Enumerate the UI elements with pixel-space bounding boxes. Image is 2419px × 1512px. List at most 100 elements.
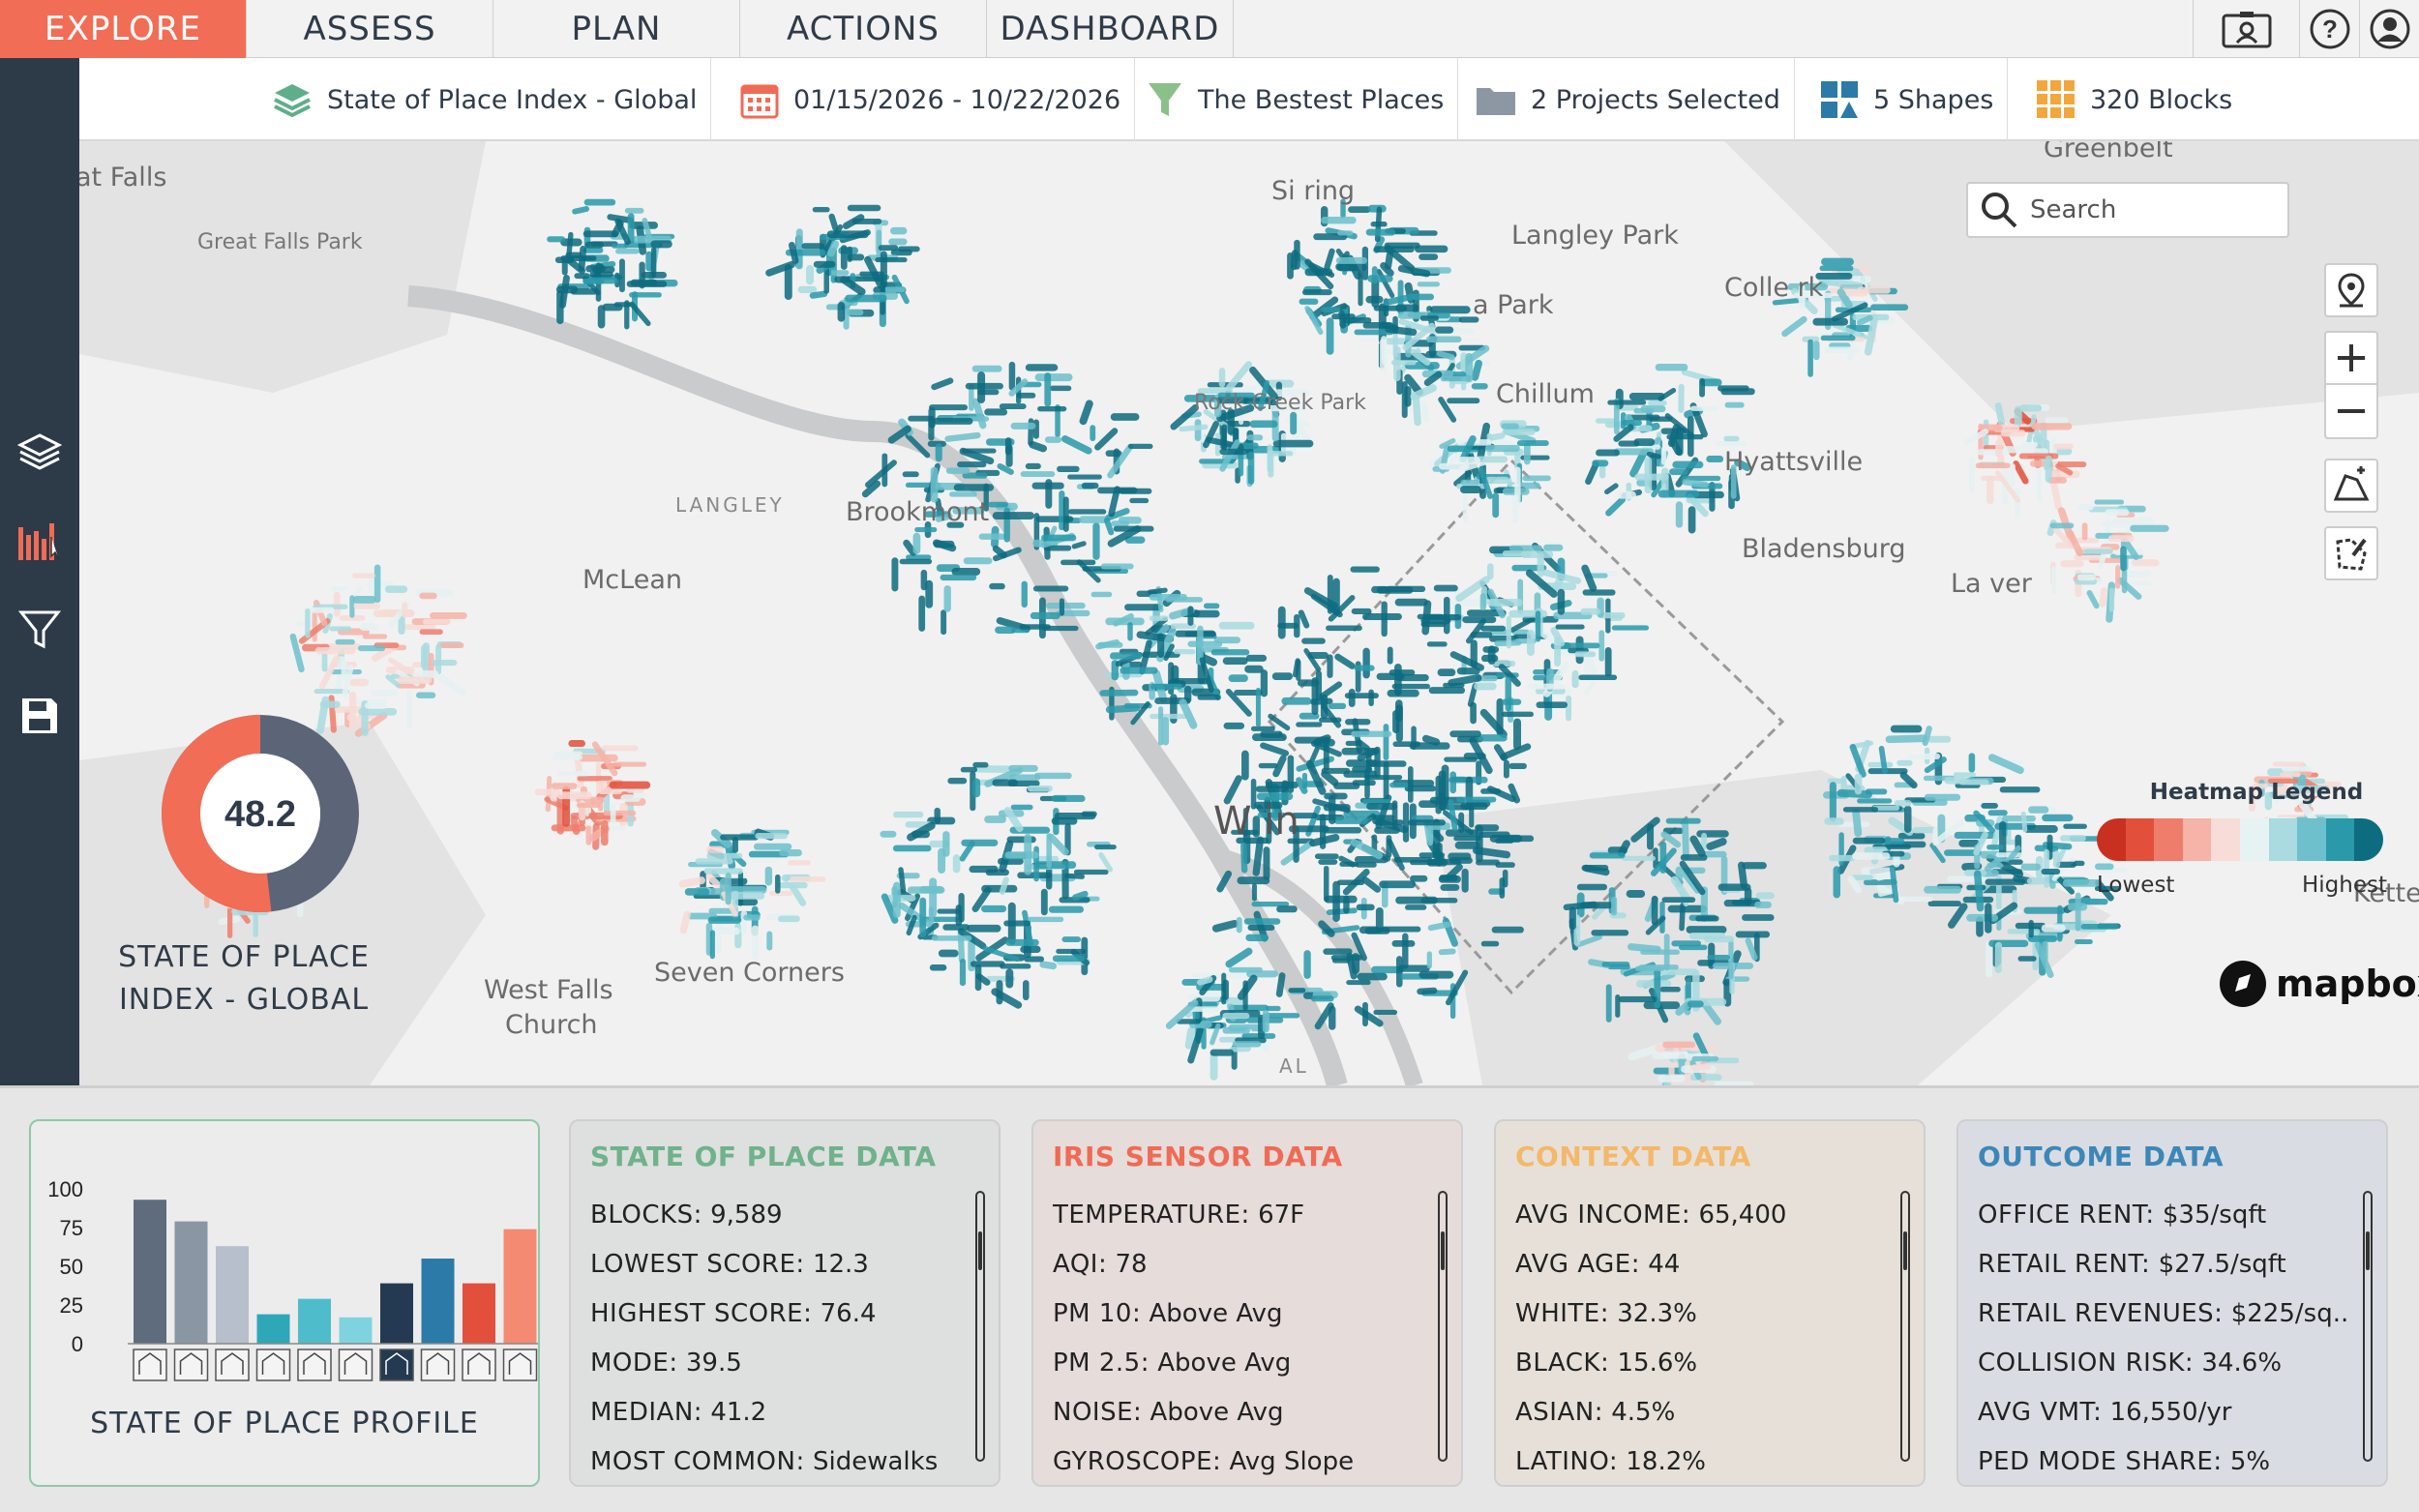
profile-bar[interactable]	[216, 1246, 249, 1344]
heat-segment	[1613, 424, 1634, 442]
zoom-out-button[interactable]	[2326, 385, 2376, 437]
heat-segment	[1575, 934, 1602, 948]
heat-segment	[1303, 648, 1322, 672]
heat-segment	[861, 480, 881, 498]
data-row: MODE: 39.5	[590, 1349, 742, 1378]
tab-explore[interactable]: EXPLORE	[0, 0, 247, 58]
heat-segment	[1745, 937, 1758, 961]
heat-segment	[1962, 429, 1989, 446]
heat-segment	[828, 213, 839, 231]
map-canvas[interactable]: at Falls Great Falls Park Langley Park S…	[79, 141, 2419, 1085]
profile-bar[interactable]	[339, 1317, 373, 1344]
data-row: PM 2.5: Above Avg	[1053, 1349, 1292, 1378]
scrollbar[interactable]	[2363, 1191, 2373, 1462]
bar-chart-icon[interactable]	[16, 517, 63, 563]
profile-bar[interactable]	[298, 1298, 331, 1344]
data-row: AQI: 78	[1053, 1250, 1148, 1279]
heat-segment	[1303, 587, 1339, 609]
heat-segment	[905, 432, 931, 459]
heat-segment	[1922, 726, 1932, 747]
heat-segment	[887, 425, 911, 444]
heat-segment	[1229, 1046, 1251, 1052]
heat-segment	[809, 290, 828, 299]
heat-segment	[1973, 831, 1988, 856]
heat-segment	[1309, 834, 1340, 847]
filter-selector[interactable]: The Bestest Places	[1132, 58, 1459, 141]
tab-plan[interactable]: PLAN	[493, 0, 740, 58]
scrollbar[interactable]	[975, 1191, 985, 1462]
heat-segment	[1439, 438, 1456, 449]
profile-bar[interactable]	[256, 1314, 290, 1344]
blocks-selector[interactable]: 320 Blocks	[2022, 58, 2246, 141]
zoom-in-button[interactable]	[2326, 333, 2376, 385]
heat-segment	[1542, 569, 1582, 584]
tab-actions[interactable]: ACTIONS	[740, 0, 987, 58]
index-selector[interactable]: State of Place Index - Global	[257, 58, 712, 141]
scrollbar[interactable]	[1900, 1191, 1910, 1462]
data-row: MEDIAN: 41.2	[590, 1398, 767, 1427]
legend-title: Heatmap Legend	[2149, 780, 2364, 805]
category-glyph	[467, 1352, 491, 1375]
data-row: WHITE: 32.3%	[1515, 1299, 1697, 1328]
heat-segment	[1885, 734, 1927, 744]
heat-segment	[1443, 810, 1475, 836]
profile-bar[interactable]	[421, 1259, 455, 1344]
map-label: a Park	[1473, 290, 1554, 320]
contact-card-icon[interactable]	[2193, 0, 2299, 58]
heat-segment	[1563, 901, 1598, 911]
user-icon[interactable]	[2359, 0, 2419, 58]
heat-segment	[1973, 810, 1995, 834]
layers-icon[interactable]	[16, 430, 63, 476]
heat-segment	[1079, 400, 1093, 426]
heat-segment	[827, 240, 840, 257]
heat-segment	[1984, 854, 2006, 873]
help-icon[interactable]: ?	[2299, 0, 2359, 58]
heat-segment	[1064, 873, 1085, 879]
heat-segment	[1029, 440, 1048, 453]
category-glyph	[385, 1352, 408, 1375]
heat-segment	[1445, 969, 1469, 1006]
heat-segment	[1585, 651, 1598, 675]
projects-selector[interactable]: 2 Projects Selected	[1461, 58, 1795, 141]
tab-dashboard[interactable]: DASHBOARD	[987, 0, 1234, 58]
category-glyph	[179, 1352, 203, 1375]
data-row: PM 10: Above Avg	[1053, 1299, 1283, 1328]
heat-segment	[931, 377, 954, 391]
heat-segment	[1500, 743, 1532, 760]
filter-icon[interactable]	[16, 606, 63, 652]
profile-bar[interactable]	[174, 1221, 208, 1344]
heat-segment	[1987, 754, 2024, 775]
map-search-input[interactable]: Search	[1966, 182, 2289, 238]
edit-area-button[interactable]	[2324, 526, 2378, 580]
mapbox-logo[interactable]: mapbox	[2218, 959, 2419, 1009]
card-title: CONTEXT DATA	[1515, 1141, 1751, 1172]
profile-bar[interactable]	[503, 1229, 537, 1344]
profile-bar[interactable]	[134, 1200, 166, 1344]
data-row: COLLISION RISK: 34.6%	[1978, 1349, 2283, 1378]
heat-segment	[1832, 302, 1868, 322]
draw-area-button[interactable]	[2324, 459, 2378, 513]
plus-icon	[2338, 344, 2365, 371]
category-glyph	[261, 1352, 285, 1375]
heat-segment	[788, 242, 799, 264]
heat-segment	[1260, 742, 1290, 756]
category-glyph	[138, 1352, 162, 1375]
save-icon[interactable]	[16, 693, 63, 739]
heat-segment	[1039, 961, 1058, 970]
heat-segment	[1448, 673, 1482, 687]
profile-bar-chart: 100 75 50 25 0	[47, 1177, 538, 1381]
locate-pin-button[interactable]	[2324, 263, 2378, 317]
heat-segment	[1350, 839, 1384, 860]
index-label: State of Place Index - Global	[327, 84, 698, 115]
heat-segment	[1706, 838, 1727, 850]
heat-segment	[566, 257, 586, 275]
tab-assess[interactable]: ASSESS	[247, 0, 493, 58]
heat-segment	[935, 513, 953, 522]
legend-low-label: Lowest	[2097, 873, 2175, 898]
shapes-selector[interactable]: 5 Shapes	[1806, 58, 2009, 141]
profile-bar[interactable]	[380, 1283, 413, 1344]
profile-bar[interactable]	[463, 1283, 495, 1344]
heat-segment	[1187, 1026, 1204, 1064]
date-range-selector[interactable]: 01/15/2026 - 10/22/2026	[726, 58, 1136, 141]
scrollbar[interactable]	[1438, 1191, 1448, 1462]
